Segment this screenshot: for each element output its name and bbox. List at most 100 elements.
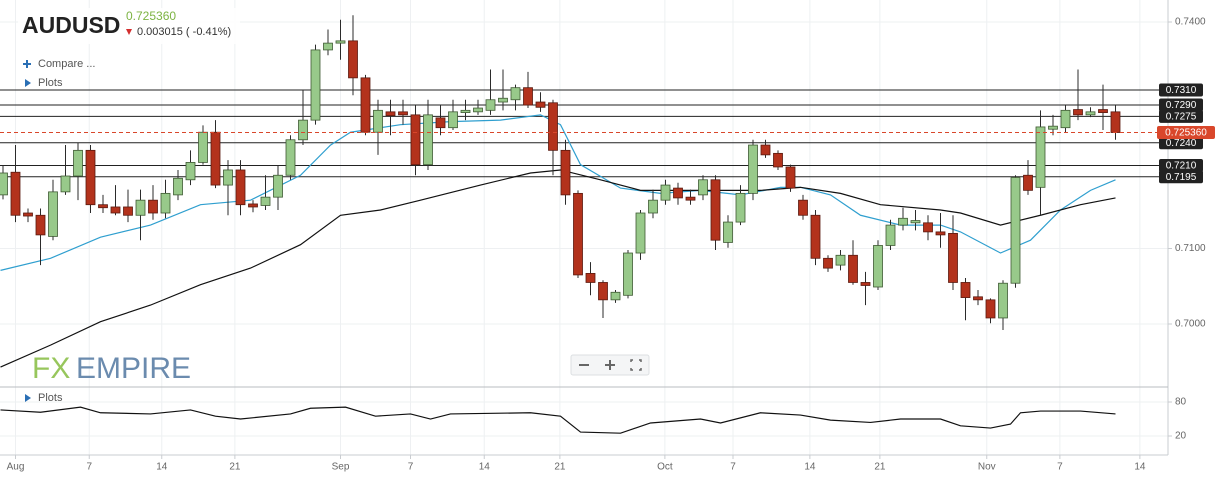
y-tick-label: 0.7000	[1175, 319, 1206, 330]
candle-body	[298, 119, 308, 141]
candle-body	[523, 87, 533, 106]
candle-body	[835, 254, 846, 266]
candle-body	[548, 102, 558, 151]
fit-button[interactable]	[625, 357, 647, 373]
candle-body	[335, 40, 346, 44]
x-tick-label: 21	[229, 462, 241, 473]
candle-body	[123, 206, 133, 216]
compare-button[interactable]: Compare ...	[23, 58, 95, 70]
candle-body	[85, 149, 96, 206]
x-tick-label: 7	[86, 462, 92, 473]
candle-body	[360, 77, 371, 133]
candle-body	[1110, 111, 1121, 133]
candle-body	[898, 217, 908, 226]
candle-body	[73, 149, 83, 177]
candle-body	[585, 273, 596, 283]
x-tick-label: 7	[1057, 462, 1063, 473]
candle-body	[510, 87, 521, 101]
expand-icon	[25, 79, 31, 87]
candle-body	[48, 191, 58, 237]
indicator-line	[0, 406, 1116, 434]
level-label-box	[1159, 170, 1203, 184]
candle-body	[1060, 109, 1071, 129]
candle-body	[535, 101, 546, 108]
candle-body	[110, 206, 121, 214]
candle-body	[60, 175, 71, 193]
candle-body	[848, 254, 858, 283]
candle-body	[573, 192, 583, 276]
candle-body	[910, 220, 921, 224]
plus-icon	[23, 60, 31, 68]
candle-body	[10, 171, 21, 216]
candle-body	[623, 252, 633, 296]
candle-body	[648, 199, 658, 214]
y-tick-label: 0.7100	[1175, 243, 1206, 254]
candle-body	[823, 257, 833, 269]
down-arrow	[126, 29, 132, 35]
level-label: 0.7210	[1166, 161, 1197, 172]
candle-body	[773, 152, 783, 168]
candle-body	[998, 282, 1008, 319]
fit-icon	[630, 359, 642, 371]
current-price-box	[1157, 126, 1215, 140]
last-price: 0.725360	[126, 9, 176, 23]
candle-body	[973, 296, 983, 301]
watermark-fx: FX	[32, 352, 70, 385]
candle-body	[1035, 126, 1046, 188]
candle-body	[160, 192, 171, 214]
x-tick-label: 21	[874, 462, 886, 473]
x-tick-label: 14	[804, 462, 816, 473]
candle-body	[310, 49, 321, 121]
watermark: FX EMPIRE	[32, 352, 191, 385]
x-tick-label: Nov	[978, 462, 996, 473]
x-tick-label: Sep	[332, 462, 350, 473]
price-change: 0.003015 ( -0.41%)	[137, 26, 231, 38]
zoom-controls	[570, 354, 650, 376]
plots-label[interactable]: Plots	[38, 77, 63, 89]
lower-plots-label[interactable]: Plots	[38, 392, 63, 404]
y-tick-label: 80	[1175, 397, 1187, 408]
candle-body	[748, 144, 758, 194]
candle-body	[948, 232, 958, 283]
lower-plots-toggle[interactable]: Plots	[25, 392, 63, 404]
candle-body	[610, 291, 621, 301]
candle-body	[1048, 125, 1058, 130]
x-tick-label: 14	[156, 462, 168, 473]
candle-body	[1010, 177, 1021, 284]
candle-body	[960, 282, 971, 298]
candle-body	[173, 177, 183, 196]
candle-body	[723, 221, 733, 243]
candle-body	[185, 162, 196, 181]
level-label: 0.7310	[1166, 85, 1197, 96]
candle-body	[273, 174, 283, 198]
candle-body	[373, 109, 383, 133]
expand-icon	[25, 394, 31, 402]
plots-toggle[interactable]: Plots	[25, 77, 63, 89]
level-label-box	[1159, 83, 1203, 97]
x-tick-label: 14	[479, 462, 491, 473]
candle-body	[560, 149, 571, 196]
level-label-box	[1159, 136, 1203, 150]
y-tick-label: 0.7400	[1175, 17, 1206, 28]
zoom-out-button[interactable]	[573, 357, 595, 373]
candle-body	[985, 299, 996, 319]
candle-body	[198, 131, 208, 163]
zoom-in-button[interactable]	[599, 357, 621, 373]
level-label: 0.7240	[1166, 138, 1197, 149]
compare-label[interactable]: Compare ...	[38, 58, 95, 70]
candle-body	[1098, 109, 1108, 113]
candle-body	[323, 42, 333, 51]
candle-body	[860, 282, 871, 286]
candle-body	[698, 179, 708, 196]
candle-body	[885, 224, 896, 246]
candle-body	[1085, 111, 1096, 116]
level-label-box	[1159, 109, 1203, 123]
level-label-box	[1159, 158, 1203, 172]
fit-bg[interactable]	[625, 357, 647, 373]
candle-body	[35, 214, 46, 236]
y-tick-label: 20	[1175, 431, 1187, 442]
x-tick-label: Oct	[657, 462, 673, 473]
x-tick-label: 14	[1134, 462, 1146, 473]
candle-body	[873, 245, 883, 288]
candle-body	[135, 199, 146, 216]
